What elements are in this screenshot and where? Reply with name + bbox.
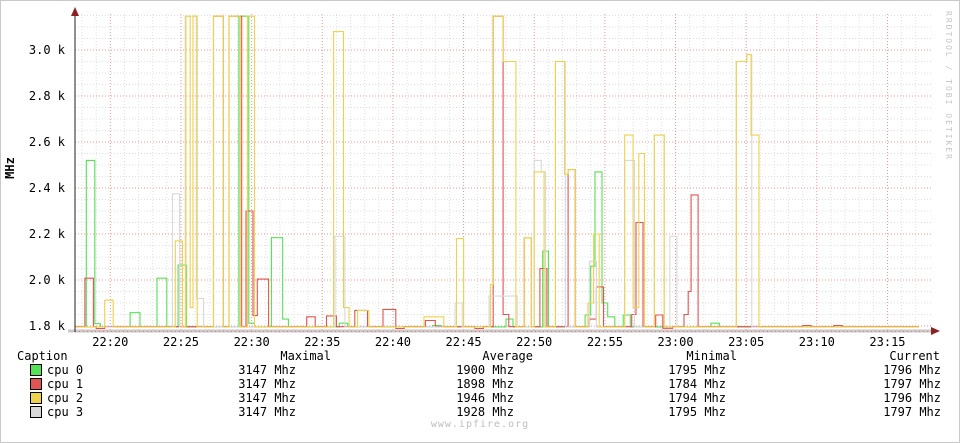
legend-label-cpu2: cpu 2 [47, 391, 84, 405]
cpu0-current: 1796 Mhz [883, 363, 941, 377]
legend-label-cpu0: cpu 0 [47, 363, 84, 377]
legend-label-cpu1: cpu 1 [47, 377, 84, 391]
cpu2-minimal: 1794 Mhz [668, 391, 726, 405]
y-tick-label: 2.0 k [28, 273, 65, 287]
cpu1-current: 1797 Mhz [883, 377, 941, 391]
legend-header-average: Average [482, 349, 533, 363]
legend-header-caption: Caption [17, 349, 68, 363]
cpu1-minimal: 1784 Mhz [668, 377, 726, 391]
legend-header-minimal: Minimal [686, 349, 737, 363]
x-tick-label: 23:10 [798, 335, 835, 349]
x-tick-label: 22:20 [92, 335, 129, 349]
ipfire-watermark: www.ipfire.org [430, 419, 530, 430]
cpu3-current: 1797 Mhz [883, 405, 941, 419]
series-cpu3 [75, 15, 919, 328]
cpu3-maximal: 3147 Mhz [238, 405, 296, 419]
y-tick-label: 3.0 k [28, 43, 65, 57]
y-axis-arrow [71, 7, 79, 16]
y-axis-title: MHz [3, 157, 17, 179]
y-tick-label: 1.8 k [28, 319, 65, 333]
legend-header-current: Current [889, 349, 940, 363]
legend-row-cpu2: cpu 2 3147 Mhz 1946 Mhz 1794 Mhz 1796 Mh… [1, 391, 959, 405]
x-tick-label: 22:35 [304, 335, 341, 349]
cpu2-current: 1796 Mhz [883, 391, 941, 405]
cpu0-minimal: 1795 Mhz [668, 363, 726, 377]
legend-label-cpu3: cpu 3 [47, 405, 84, 419]
y-tick-label: 2.8 k [28, 89, 65, 103]
x-tick-label: 22:55 [586, 335, 623, 349]
x-tick-label: 23:00 [657, 335, 694, 349]
x-axis-arrow [931, 327, 940, 335]
cpu3-minimal: 1795 Mhz [668, 405, 726, 419]
legend-swatch-cpu1 [30, 378, 42, 390]
cpu2-average: 1946 Mhz [456, 391, 514, 405]
legend-header-maximal: Maximal [280, 349, 331, 363]
series-cpu2 [75, 15, 919, 328]
legend: Caption Maximal Average Minimal Current … [1, 347, 959, 419]
rrdtool-watermark: RRDTOOL / TOBI OETIKER [944, 11, 953, 161]
cpu2-maximal: 3147 Mhz [238, 391, 296, 405]
x-tick-label: 22:45 [445, 335, 482, 349]
series-cpu1 [75, 15, 919, 330]
cpu0-maximal: 3147 Mhz [238, 363, 296, 377]
x-tick-label: 22:50 [516, 335, 553, 349]
y-tick-label: 2.2 k [28, 227, 65, 241]
y-tick-label: 2.4 k [28, 181, 65, 195]
x-tick-label: 23:05 [728, 335, 765, 349]
cpu1-average: 1898 Mhz [456, 377, 514, 391]
x-tick-label: 22:30 [233, 335, 270, 349]
legend-row-cpu1: cpu 1 3147 Mhz 1898 Mhz 1784 Mhz 1797 Mh… [1, 377, 959, 391]
y-tick-label: 2.6 k [28, 135, 65, 149]
x-tick-label: 22:40 [374, 335, 411, 349]
x-tick-label: 22:25 [162, 335, 200, 349]
cpu1-maximal: 3147 Mhz [238, 377, 296, 391]
legend-row-cpu3: cpu 3 3147 Mhz 1928 Mhz 1795 Mhz 1797 Mh… [1, 405, 959, 419]
series-cpu0 [75, 15, 919, 328]
legend-swatch-cpu3 [30, 406, 42, 418]
legend-swatch-cpu0 [30, 364, 42, 376]
cpu3-average: 1928 Mhz [456, 405, 514, 419]
cpu0-average: 1900 Mhz [456, 363, 514, 377]
legend-row-cpu0: cpu 0 3147 Mhz 1900 Mhz 1795 Mhz 1796 Mh… [1, 363, 959, 377]
legend-swatch-cpu2 [30, 392, 42, 404]
legend-header-row: Caption Maximal Average Minimal Current [1, 349, 959, 363]
x-tick-label: 23:15 [869, 335, 906, 349]
